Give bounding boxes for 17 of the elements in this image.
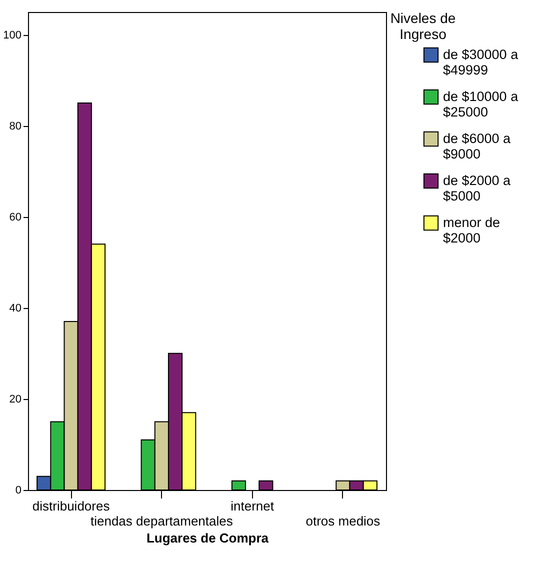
y-tick-label: 100	[3, 29, 22, 42]
legend-label: de $10000 a $25000	[443, 89, 519, 120]
x-tick-label: tiendas departamentales	[90, 514, 234, 528]
y-tick-label: 80	[9, 120, 22, 132]
legend-label: de $6000 a $9000	[443, 131, 512, 162]
x-tick-label: otros medios	[306, 514, 381, 528]
y-tick-label: 40	[9, 302, 22, 314]
y-tick-label: 60	[9, 211, 22, 224]
x-tick-label: distribuidores	[32, 498, 110, 514]
y-tick-label: 20	[9, 393, 22, 406]
legend-label: de $30000 a $49999	[443, 47, 519, 78]
y-tick-label: 0	[15, 484, 22, 496]
x-axis-title: Lugares de Compra	[146, 530, 270, 546]
legend-label: de $2000 a $5000	[443, 173, 512, 204]
x-tick-label: internet	[230, 498, 274, 514]
legend-title: Niveles de Ingreso	[390, 10, 456, 42]
legend-label: menor de $2000	[443, 215, 500, 246]
